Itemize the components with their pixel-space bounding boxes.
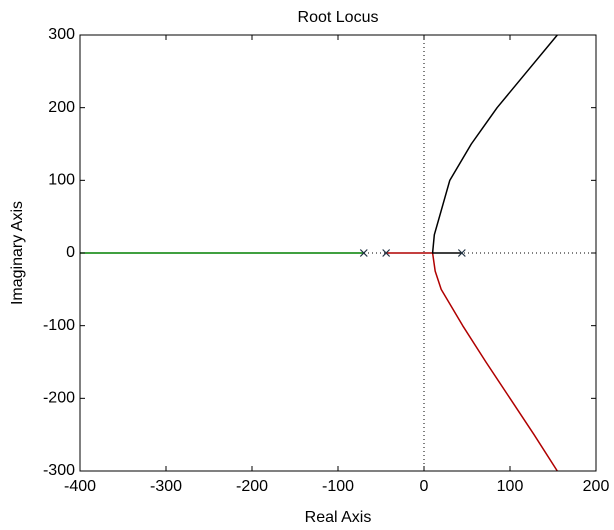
plot-area: [80, 35, 596, 471]
x-tick-label: -200: [236, 478, 268, 495]
x-tick-label: 0: [420, 478, 429, 495]
x-tick-label: 100: [497, 478, 524, 495]
y-tick-label: 100: [48, 172, 75, 189]
x-tick-label: -400: [64, 478, 96, 495]
y-tick-label: 0: [66, 244, 75, 261]
axes-box: [79, 34, 597, 472]
y-tick-label: 200: [48, 99, 75, 116]
locus-branch: [386, 252, 558, 471]
pole-marker: [382, 249, 391, 257]
y-tick-label: -300: [43, 462, 75, 479]
x-axis-label: Real Axis: [305, 509, 372, 526]
y-tick-label: -100: [43, 317, 75, 334]
x-tick-label: -300: [150, 478, 182, 495]
x-tick-label: 200: [583, 478, 610, 495]
y-tick-label: -200: [43, 390, 75, 407]
locus-branch: [431, 35, 558, 254]
y-tick-label: 300: [48, 26, 75, 43]
y-axis-label: Imaginary Axis: [9, 201, 26, 305]
chart-title: Root Locus: [298, 9, 379, 26]
pole-marker: [359, 249, 368, 257]
x-tick-label: -100: [322, 478, 354, 495]
pole-marker: [457, 249, 466, 257]
